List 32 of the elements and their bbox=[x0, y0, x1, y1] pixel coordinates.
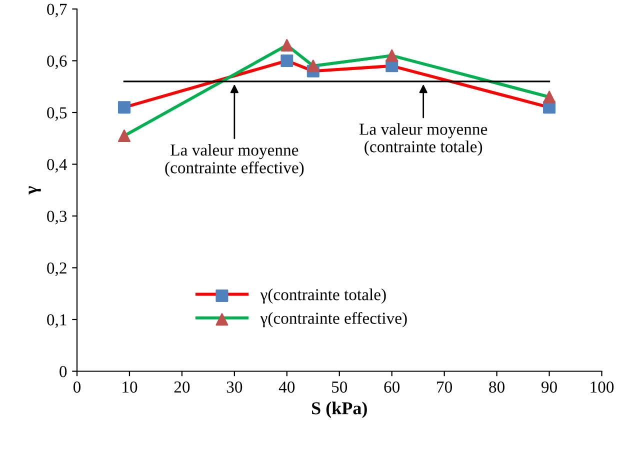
y-tick-label: 0,7 bbox=[47, 4, 67, 18]
x-tick-label: 10 bbox=[122, 381, 138, 393]
y-axis-title: γ bbox=[28, 186, 41, 194]
point bbox=[543, 90, 556, 104]
x-tick-label: 70 bbox=[437, 381, 452, 393]
point bbox=[280, 54, 294, 67]
legend-label: γ(contrainte effective) bbox=[260, 312, 407, 328]
legend-label: γ(contrainte totale) bbox=[260, 288, 386, 304]
y-tick-label: 0,2 bbox=[47, 262, 66, 276]
x-tick-label: 40 bbox=[278, 381, 295, 393]
y-tick-label: 0,1 bbox=[47, 314, 66, 328]
x-tick-label: 90 bbox=[541, 381, 557, 393]
point bbox=[280, 38, 294, 52]
y-tick-label: 0,5 bbox=[47, 107, 67, 121]
annotation: La valeur moyenne (contrainte effective) bbox=[165, 144, 304, 177]
x-tick-label: 50 bbox=[332, 381, 348, 393]
point bbox=[118, 101, 130, 114]
y-tick-label: 0,4 bbox=[47, 158, 68, 173]
point bbox=[118, 130, 130, 142]
point bbox=[386, 49, 398, 62]
point bbox=[306, 60, 320, 72]
y-tick-label: 0,3 bbox=[47, 210, 67, 224]
annotation: La valeur moyenne (contrainte totale) bbox=[359, 123, 488, 156]
x-tick-label: 30 bbox=[226, 381, 242, 393]
x-axis-title: S (kPa) bbox=[312, 402, 367, 418]
x-tick-label: 20 bbox=[174, 381, 190, 393]
x-tick-label: 80 bbox=[489, 381, 504, 393]
y-tick-label: 0,6 bbox=[47, 55, 67, 70]
y-tick-label: 0 bbox=[60, 366, 67, 378]
x-tick-label: 0 bbox=[73, 381, 81, 393]
x-tick-label: 60 bbox=[384, 381, 400, 393]
x-tick-label: 100 bbox=[590, 381, 614, 393]
